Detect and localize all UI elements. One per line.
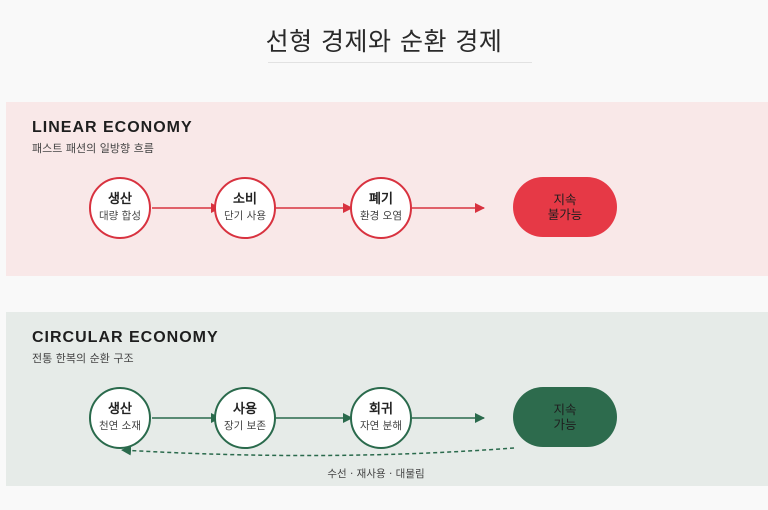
outcome-line1: 지속: [553, 402, 577, 417]
page-title: 선형 경제와 순환 경제: [265, 27, 503, 56]
circular-flow-arrows: [121, 413, 515, 457]
node-subtitle: 천연 소재: [99, 420, 141, 432]
title-divider: [268, 62, 532, 63]
linear-flow-arrows: [152, 203, 485, 213]
circular-heading: CIRCULAR ECONOMY: [32, 329, 219, 346]
node-subtitle: 장기 보존: [224, 420, 266, 432]
linear-node-consumption: 소비 단기 사용: [214, 177, 276, 239]
circular-node-production: 생산 천연 소재: [89, 387, 151, 449]
outcome-line2: 가능: [553, 417, 577, 432]
node-subtitle: 자연 분해: [360, 420, 402, 432]
linear-node-production: 생산 대량 합성: [89, 177, 151, 239]
node-subtitle: 대량 합성: [99, 210, 141, 222]
node-subtitle: 환경 오염: [360, 210, 402, 222]
linear-subtitle: 패스트 패션의 일방향 흐름: [32, 142, 154, 155]
loop-label: 수선 · 재사용 · 대물림: [327, 468, 425, 480]
circular-node-use: 사용 장기 보존: [214, 387, 276, 449]
node-title: 폐기: [369, 192, 393, 207]
linear-outcome-unsustainable: 지속 불가능: [513, 177, 617, 237]
circular-node-return: 회귀 자연 분해: [350, 387, 412, 449]
linear-node-disposal: 폐기 환경 오염: [350, 177, 412, 239]
node-title: 소비: [233, 192, 257, 207]
node-subtitle: 단기 사용: [224, 210, 266, 222]
node-title: 생산: [108, 402, 132, 417]
node-title: 사용: [233, 402, 257, 417]
circular-economy-panel: CIRCULAR ECONOMY 전통 한복의 순환 구조 생산 천연 소재 사…: [6, 312, 768, 486]
circular-outcome-sustainable: 지속 가능: [513, 387, 617, 447]
node-title: 회귀: [369, 402, 393, 417]
outcome-line1: 지속: [553, 192, 577, 207]
linear-heading: LINEAR ECONOMY: [32, 119, 193, 136]
circular-subtitle: 전통 한복의 순환 구조: [32, 352, 134, 365]
node-title: 생산: [108, 192, 132, 207]
outcome-line2: 불가능: [547, 207, 583, 222]
linear-economy-panel: LINEAR ECONOMY 패스트 패션의 일방향 흐름 생산 대량 합성 소…: [6, 102, 768, 276]
return-loop-arrow: [121, 445, 515, 457]
